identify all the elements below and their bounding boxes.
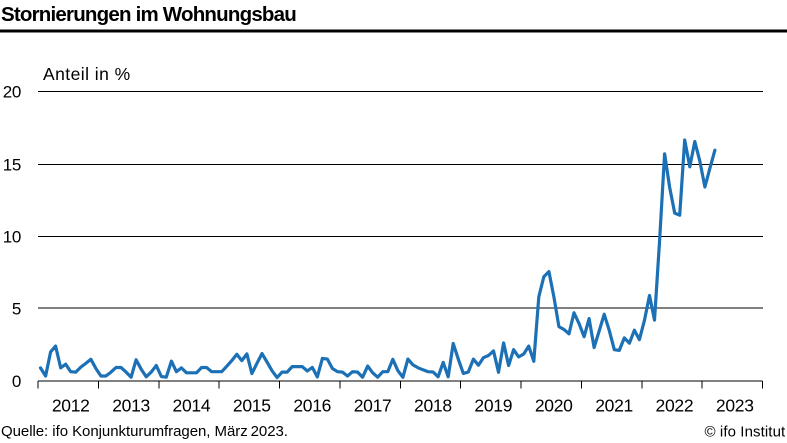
svg-text:2016: 2016 [293, 396, 331, 416]
svg-text:2019: 2019 [474, 396, 512, 416]
svg-text:Anteil in %: Anteil in % [43, 64, 131, 84]
svg-text:20: 20 [3, 83, 21, 102]
svg-text:2015: 2015 [233, 396, 271, 416]
svg-text:2017: 2017 [354, 396, 392, 416]
svg-text:Quelle: ifo Konjunkturumfragen: Quelle: ifo Konjunkturumfragen, März 202… [1, 423, 288, 440]
svg-text:15: 15 [3, 156, 21, 175]
svg-text:0: 0 [12, 372, 21, 391]
svg-text:2023: 2023 [716, 396, 754, 416]
svg-text:2018: 2018 [414, 396, 452, 416]
svg-text:2013: 2013 [112, 396, 150, 416]
svg-text:10: 10 [3, 228, 21, 247]
svg-text:2020: 2020 [535, 396, 573, 416]
svg-text:5: 5 [12, 299, 21, 318]
svg-text:© ifo Institut: © ifo Institut [704, 423, 786, 440]
svg-text:2022: 2022 [656, 396, 694, 416]
svg-text:2014: 2014 [173, 396, 211, 416]
svg-text:2021: 2021 [595, 396, 633, 416]
svg-text:Stornierungen im Wohnungsbau: Stornierungen im Wohnungsbau [1, 3, 296, 26]
svg-text:2012: 2012 [52, 396, 90, 416]
